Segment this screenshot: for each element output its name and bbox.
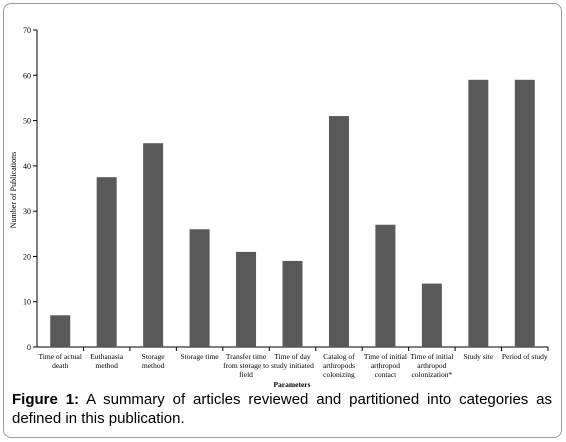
caption-text: A summary of articles reviewed and parti… bbox=[12, 391, 552, 427]
bar bbox=[328, 116, 349, 348]
x-tick-label: Period of study bbox=[501, 352, 548, 361]
y-tick-label: 70 bbox=[23, 26, 31, 35]
x-tick-label: Time of actual death bbox=[38, 352, 82, 370]
bar bbox=[282, 260, 303, 347]
caption-label: Figure 1: bbox=[12, 391, 80, 408]
bar bbox=[143, 143, 164, 347]
x-axis-label: Parameters bbox=[273, 380, 310, 389]
x-tick-label: Transfer time from storage to field bbox=[223, 352, 269, 379]
x-tick-label: Storage method bbox=[141, 352, 165, 370]
x-tick-label: Study site bbox=[463, 352, 494, 361]
y-tick-label: 40 bbox=[23, 162, 31, 171]
bar bbox=[189, 229, 210, 347]
caption: Figure 1: A summary of articles reviewed… bbox=[12, 390, 552, 428]
x-tick-label: Time of initial arthropod colonization* bbox=[410, 352, 454, 379]
x-tick-label: Euthanasia method bbox=[90, 352, 124, 370]
x-tick-label: Storage time bbox=[180, 352, 219, 361]
bar bbox=[96, 177, 117, 347]
y-axis-label: Number of Publications bbox=[9, 152, 18, 228]
y-tick-label: 60 bbox=[23, 71, 31, 80]
y-tick-label: 10 bbox=[23, 298, 31, 307]
bar bbox=[421, 283, 442, 347]
y-tick-label: 20 bbox=[23, 252, 31, 261]
bar bbox=[468, 79, 489, 348]
y-tick-label: 0 bbox=[27, 343, 31, 352]
bar bbox=[236, 251, 257, 347]
y-tick-label: 30 bbox=[23, 207, 31, 216]
y-tick-label: 50 bbox=[23, 117, 31, 126]
bar bbox=[50, 315, 71, 347]
x-tick-label: Time of initial arthropod contact bbox=[363, 352, 407, 379]
x-tick-label: Catalog of arthropods colonizing bbox=[322, 352, 355, 379]
x-tick-label: Time of day study initiated bbox=[271, 352, 314, 370]
bar bbox=[514, 79, 535, 348]
bar bbox=[375, 224, 396, 347]
